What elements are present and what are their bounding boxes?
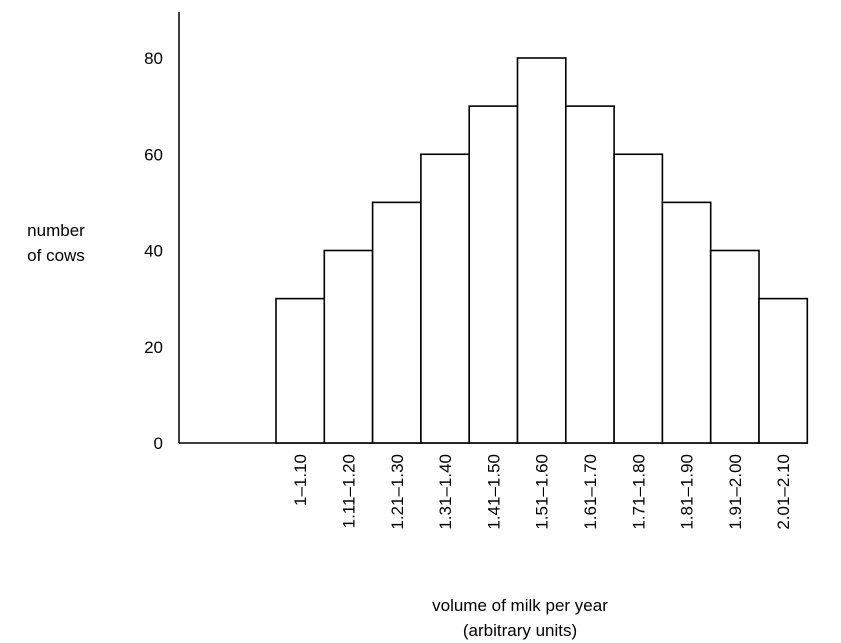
bar-1 [275, 297, 326, 444]
x-category-label: 1–1.10 [291, 454, 310, 506]
y-axis-label: number of cows [0, 218, 112, 268]
y-tick-label: 20 [144, 338, 163, 357]
x-axis-label: volume of milk per year (arbitrary units… [360, 593, 680, 643]
bar-3 [371, 201, 422, 444]
x-category-label: 1.41–1.50 [484, 454, 503, 530]
x-category-label: 1.21–1.30 [388, 454, 407, 530]
x-category-label: 1.61–1.70 [581, 454, 600, 530]
bar-5 [468, 105, 519, 444]
y-tick-label: 0 [154, 434, 163, 453]
x-category-labels: 1–1.10 1.11–1.20 1.21–1.30 1.31–1.40 1.41–1.… [291, 454, 793, 530]
x-category-label: 1.51–1.60 [533, 454, 552, 530]
bar-8 [613, 153, 664, 444]
bar-7 [564, 105, 615, 444]
x-axis-label-line-1: volume of milk per year [432, 596, 608, 615]
bars [275, 57, 809, 444]
bar-10 [709, 249, 760, 444]
y-tick-labels: 0 20 40 60 80 [144, 49, 163, 453]
bar-6 [516, 57, 567, 444]
bar-2 [323, 249, 374, 444]
x-category-label: 1.81–1.90 [678, 454, 697, 530]
x-category-label: 2.01–2.10 [774, 454, 793, 530]
y-tick-label: 40 [144, 242, 163, 261]
x-category-label: 1.11–1.20 [339, 454, 358, 528]
bar-9 [661, 201, 712, 444]
y-tick-label: 80 [144, 49, 163, 68]
bar-4 [420, 153, 470, 444]
x-category-label: 1.91–2.00 [726, 454, 745, 530]
y-axis-label-line-2: of cows [27, 246, 85, 265]
y-axis-label-line-1: number [27, 221, 85, 240]
y-tick-label: 60 [144, 145, 163, 164]
x-category-label: 1.31–1.40 [436, 454, 455, 530]
bar-11 [758, 297, 809, 444]
x-axis-label-line-2: (arbitrary units) [462, 621, 578, 640]
x-category-label: 1.71–1.80 [629, 454, 648, 530]
